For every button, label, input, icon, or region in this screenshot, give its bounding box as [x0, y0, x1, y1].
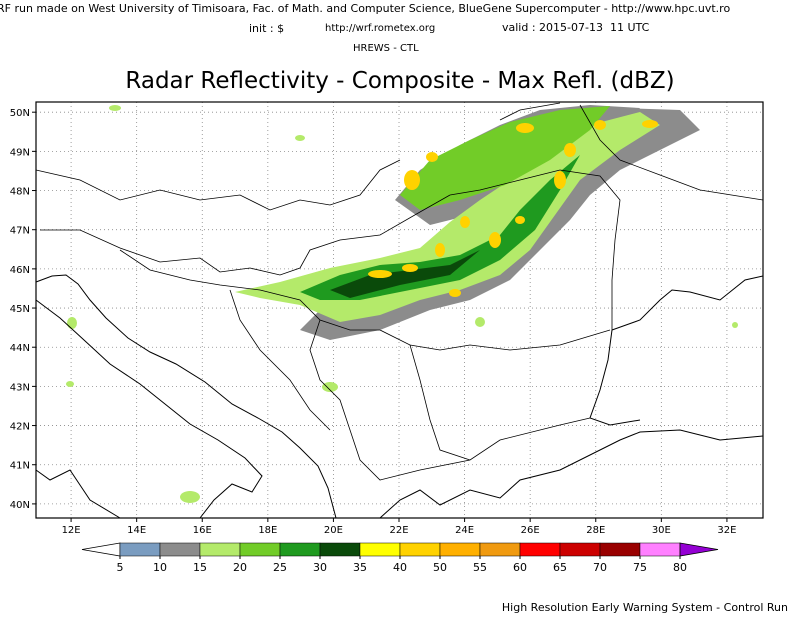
title: Radar Reflectivity - Composite - Max Ref…: [125, 68, 674, 94]
coastline: [589, 329, 641, 426]
colorbar-segment: [519, 542, 561, 557]
border: [449, 169, 621, 330]
lat-label: 45N: [10, 304, 30, 315]
lat-label: 48N: [10, 187, 30, 198]
coastline: [35, 274, 337, 519]
coastline: [35, 299, 263, 519]
colorbar-segment: [599, 542, 641, 557]
lon-label: 16E: [193, 525, 212, 536]
colorbar-label: 30: [313, 561, 327, 574]
echo-light: [235, 112, 660, 322]
colorbar-segment: [239, 542, 281, 557]
colorbar-label: 20: [233, 561, 247, 574]
lat-label: 46N: [10, 265, 30, 276]
colorbar-label: 75: [633, 561, 647, 574]
border: [40, 194, 451, 276]
echo-core: [330, 250, 480, 298]
colorbar-segment: [279, 542, 321, 557]
colorbar-segment: [439, 542, 481, 557]
lon-label: 24E: [455, 525, 474, 536]
lat-label: 49N: [10, 147, 30, 158]
lat-label: 43N: [10, 382, 30, 393]
url: http://wrf.rometex.org: [325, 23, 435, 34]
colorbar-segment: [399, 542, 441, 557]
lon-label: 22E: [389, 525, 408, 536]
coastline: [35, 469, 121, 519]
colorbar-label: 35: [353, 561, 367, 574]
lon-label: 18E: [258, 525, 277, 536]
colorbar-label: 65: [553, 561, 567, 574]
lon-label: 30E: [652, 525, 671, 536]
colorbar-label: 5: [117, 561, 124, 574]
border: [35, 159, 401, 211]
colorbar-label: 25: [273, 561, 287, 574]
border: [119, 249, 611, 351]
radar-echoes: [66, 105, 738, 503]
lat-label: 44N: [10, 343, 30, 354]
credit: RF run made on West University of Timiso…: [0, 2, 730, 15]
colorbar-segment: [199, 542, 241, 557]
colorbar-label: 55: [473, 561, 487, 574]
border: [229, 289, 471, 461]
colorbar-segment: [159, 542, 201, 557]
lat-label: 40N: [10, 500, 30, 511]
lat-label: 42N: [10, 422, 30, 433]
border: [499, 102, 764, 201]
border: [309, 319, 591, 481]
lat-label: 47N: [10, 226, 30, 237]
colorbar-over: [679, 542, 719, 557]
colorbar-under: [81, 542, 121, 557]
colorbar-label: 15: [193, 561, 207, 574]
lat-label: 50N: [10, 108, 30, 119]
colorbar-segment: [559, 542, 601, 557]
lon-label: 12E: [62, 525, 81, 536]
colorbar-segment: [119, 542, 161, 557]
echo-medium: [400, 106, 610, 210]
colorbar-label: 50: [433, 561, 447, 574]
valid-time: valid : 2015-07-13 11 UTC: [502, 21, 650, 34]
colorbar-label: 60: [513, 561, 527, 574]
echo-scattered: [66, 105, 738, 503]
map-plot: [35, 101, 764, 519]
echo-cells: [368, 120, 658, 297]
lat-label: 41N: [10, 461, 30, 472]
run-name: HREWS - CTL: [353, 43, 419, 54]
colorbar-label: 80: [673, 561, 687, 574]
colorbar-segment: [479, 542, 521, 557]
colorbar: 5 10 15 20 25 30 35 40 50 55 60 65 70 75 80: [81, 542, 719, 574]
lon-label: 32E: [717, 525, 736, 536]
colorbar-segment: [639, 542, 681, 557]
footer: High Resolution Early Warning System - C…: [502, 601, 788, 614]
init: init : $: [249, 22, 284, 35]
colorbar-label: 10: [153, 561, 167, 574]
coastline: [611, 275, 764, 331]
lon-label: 28E: [586, 525, 605, 536]
colorbar-segment: [359, 542, 401, 557]
colorbar-segment: [319, 542, 361, 557]
colorbar-label: 40: [393, 561, 407, 574]
coastline: [379, 429, 764, 519]
lon-label: 14E: [127, 525, 146, 536]
lon-label: 26E: [521, 525, 540, 536]
axes: 50N 49N 48N 47N 46N 45N 44N 43N 42N 41N 40N 12E 14E 1…: [10, 108, 737, 536]
colorbar-label: 70: [593, 561, 607, 574]
lon-label: 20E: [324, 525, 343, 536]
